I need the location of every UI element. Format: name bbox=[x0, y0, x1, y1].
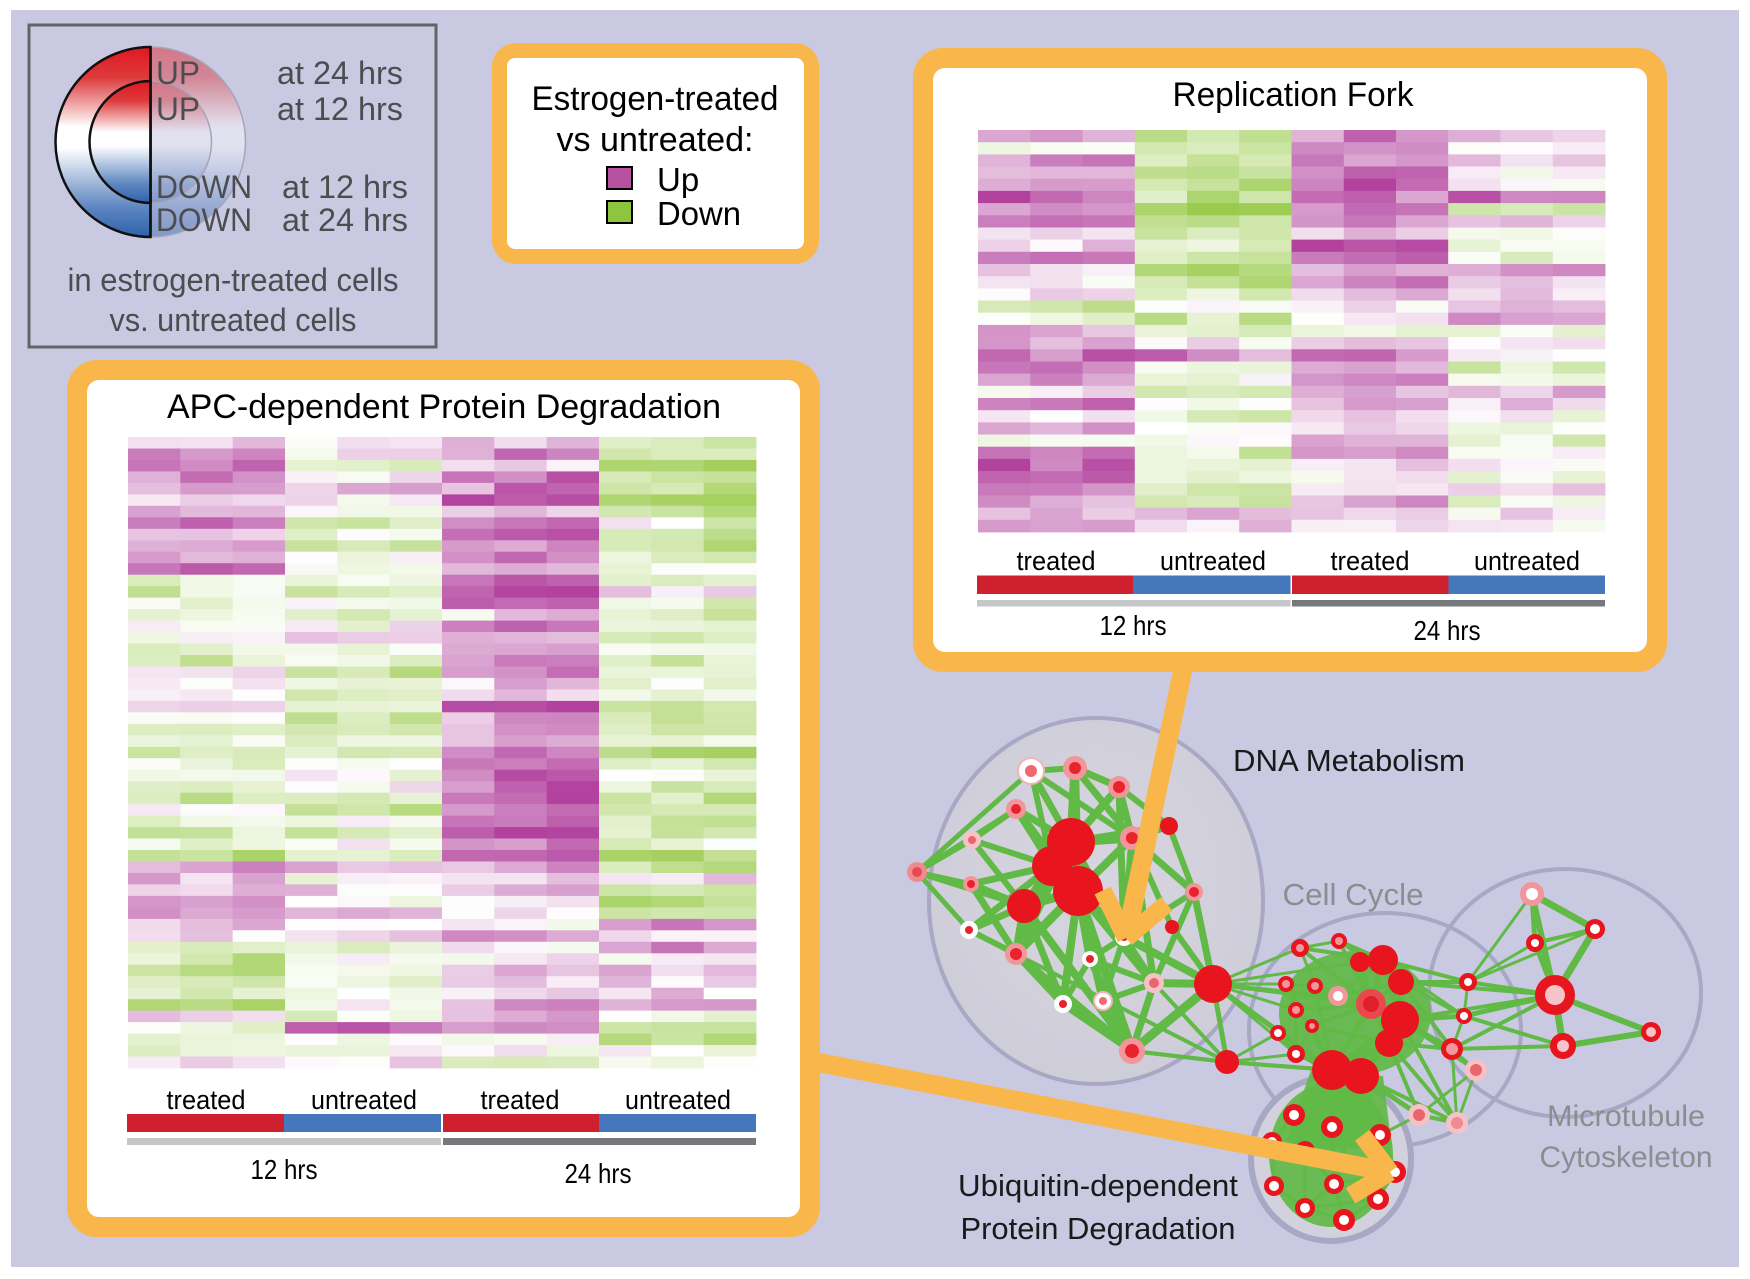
svg-text:vs. untreated cells: vs. untreated cells bbox=[110, 302, 357, 338]
svg-text:treated: treated bbox=[167, 1085, 246, 1115]
svg-text:24 hrs: 24 hrs bbox=[565, 1158, 632, 1189]
svg-text:in estrogen-treated cells: in estrogen-treated cells bbox=[68, 262, 399, 298]
svg-text:at 24 hrs: at 24 hrs bbox=[282, 202, 408, 238]
svg-text:DOWN: DOWN bbox=[156, 169, 252, 205]
svg-text:at 12 hrs: at 12 hrs bbox=[282, 169, 408, 205]
svg-text:untreated: untreated bbox=[1160, 546, 1266, 576]
svg-text:treated: treated bbox=[1331, 546, 1410, 576]
svg-text:untreated: untreated bbox=[1474, 546, 1580, 576]
svg-text:Cell Cycle: Cell Cycle bbox=[1283, 877, 1424, 912]
svg-text:Ubiquitin-dependent: Ubiquitin-dependent bbox=[958, 1168, 1238, 1203]
svg-text:DNA Metabolism: DNA Metabolism bbox=[1233, 743, 1465, 778]
svg-text:APC-dependent Protein Degradat: APC-dependent Protein Degradation bbox=[167, 388, 721, 426]
svg-text:UP: UP bbox=[156, 55, 200, 91]
svg-text:Protein Degradation: Protein Degradation bbox=[961, 1211, 1236, 1246]
svg-text:UP: UP bbox=[156, 91, 200, 127]
svg-text:Down: Down bbox=[657, 195, 741, 232]
svg-text:Replication Fork: Replication Fork bbox=[1173, 76, 1415, 114]
svg-text:Up: Up bbox=[657, 161, 699, 198]
svg-text:24 hrs: 24 hrs bbox=[1414, 615, 1481, 646]
svg-text:at 12 hrs: at 12 hrs bbox=[277, 91, 403, 127]
svg-text:treated: treated bbox=[1017, 546, 1096, 576]
svg-text:untreated: untreated bbox=[311, 1085, 417, 1115]
svg-text:DOWN: DOWN bbox=[156, 202, 252, 238]
svg-text:Cytoskeleton: Cytoskeleton bbox=[1540, 1141, 1713, 1174]
svg-text:Microtubule: Microtubule bbox=[1547, 1100, 1705, 1133]
svg-text:vs untreated:: vs untreated: bbox=[557, 121, 754, 159]
svg-text:untreated: untreated bbox=[625, 1085, 731, 1115]
svg-text:12 hrs: 12 hrs bbox=[251, 1154, 318, 1185]
svg-text:12 hrs: 12 hrs bbox=[1100, 610, 1167, 641]
svg-text:at 24 hrs: at 24 hrs bbox=[277, 55, 403, 91]
svg-text:treated: treated bbox=[481, 1085, 560, 1115]
svg-text:Estrogen-treated: Estrogen-treated bbox=[532, 80, 779, 118]
